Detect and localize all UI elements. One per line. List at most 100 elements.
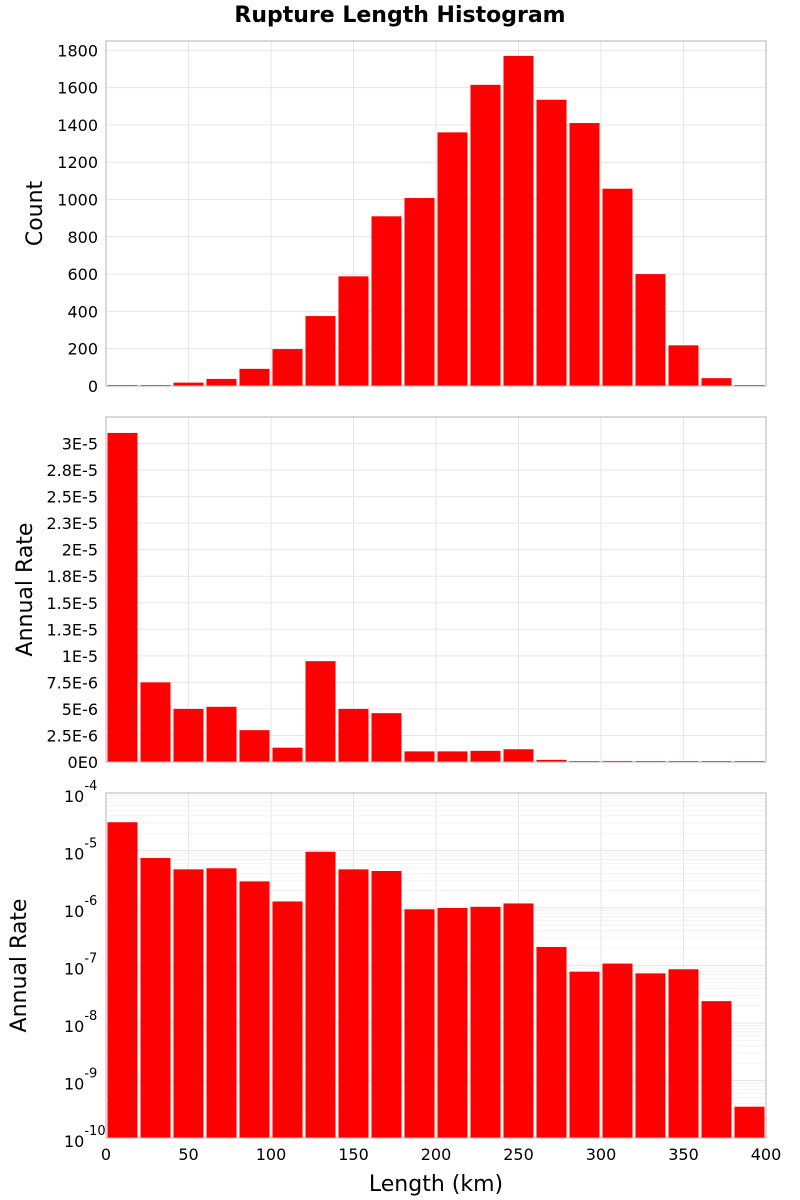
histogram-bar (668, 969, 699, 1138)
y-tick-label: 10-6 (64, 894, 97, 921)
x-tick-label: 50 (178, 1145, 198, 1164)
y-tick-label: 10-5 (64, 837, 97, 864)
x-tick-label: 150 (338, 1145, 369, 1164)
histogram-bar (503, 749, 534, 762)
histogram-bar (272, 747, 303, 762)
y-axis-label: Count (23, 180, 48, 246)
y-tick-label: 7.5E-6 (46, 673, 98, 692)
histogram-bar (536, 99, 567, 387)
panel-count: 0 200 400 600 800 1000 1200 1400 1600 1800 Count (23, 40, 767, 396)
histogram-bar (140, 858, 171, 1138)
histogram-bar (338, 708, 369, 762)
histogram-bar (272, 349, 303, 386)
y-tick-label: 1800 (57, 41, 98, 60)
y-tick-label: 2.5E-6 (46, 726, 98, 745)
histogram-bar (305, 851, 336, 1138)
y-tick-label: 200 (67, 340, 98, 359)
plot-frame (105, 416, 767, 763)
histogram-bar (734, 1106, 765, 1138)
y-tick-label: 1.5E-5 (46, 594, 98, 613)
histogram-bar (338, 276, 369, 386)
x-tick-label: 100 (256, 1145, 287, 1164)
x-axis-label: Length (km) (369, 1172, 503, 1197)
y-tick-label: 400 (67, 302, 98, 321)
histogram-bar (536, 946, 567, 1138)
histogram-bar (437, 132, 468, 386)
histogram-bar (338, 869, 369, 1138)
y-tick-label: 3E-5 (62, 435, 98, 454)
y-tick-label: 2E-5 (62, 541, 98, 560)
histogram-bar (470, 906, 501, 1138)
x-tick-label: 0 (101, 1145, 111, 1164)
y-tick-label: 1.3E-5 (46, 620, 98, 639)
histogram-bar (107, 822, 138, 1138)
chart-title: Rupture Length Histogram (234, 3, 565, 28)
histogram-bar (206, 378, 237, 386)
histogram-bar (404, 198, 435, 386)
y-tick-label: 5E-6 (62, 700, 98, 719)
histogram-bar (503, 903, 534, 1138)
histogram-bar (173, 869, 204, 1138)
histogram-bar (239, 730, 270, 762)
histogram-bar (635, 274, 666, 386)
histogram-bar (272, 901, 303, 1138)
y-tick-label: 1200 (57, 153, 98, 172)
histogram-bar (470, 750, 501, 762)
x-tick-label: 300 (586, 1145, 617, 1164)
histogram-bar (569, 123, 600, 387)
y-tick-label: 10-8 (64, 1009, 97, 1036)
histogram-bar (239, 368, 270, 386)
histogram-bar (173, 708, 204, 762)
histogram-bar (437, 751, 468, 762)
y-tick-label: 10-7 (64, 952, 97, 979)
y-tick-label: 600 (67, 265, 98, 284)
y-tick-label: 2.8E-5 (46, 461, 98, 480)
histogram-bar (371, 216, 402, 386)
panel-rate-linear: 0E0 2.5E-6 5E-6 7.5E-6 1E-5 1.3E-5 1.5E-5 1.8E-… (13, 416, 767, 772)
histogram-bar (305, 661, 336, 762)
histogram-bar (569, 971, 600, 1138)
x-tick-label: 200 (421, 1145, 452, 1164)
histogram-bar (107, 432, 138, 762)
histogram-bar (140, 682, 171, 762)
y-tick-label: 800 (67, 228, 98, 247)
histogram-bar (701, 378, 732, 386)
histogram-bar (602, 760, 633, 762)
histogram-bar (503, 55, 534, 387)
histogram-bar (635, 973, 666, 1138)
y-tick-label: 0E0 (68, 753, 98, 772)
histogram-bar (437, 908, 468, 1138)
panel-rate-log: 10-10 10-9 10-8 10-7 10-6 10-5 10-4 Annual Rate… (7, 779, 781, 1197)
y-axis-label: Annual Rate (7, 899, 32, 1033)
histogram-bar (602, 963, 633, 1138)
histogram-bar (602, 188, 633, 386)
histogram-bar (371, 713, 402, 762)
y-tick-label: 1600 (57, 79, 98, 98)
histogram-bar (470, 84, 501, 386)
histogram-bar (239, 881, 270, 1138)
y-tick-label: 2.5E-5 (46, 488, 98, 507)
plot-frame (105, 792, 767, 1139)
y-tick-label: 1400 (57, 116, 98, 135)
histogram-bar (206, 706, 237, 762)
histogram-bar (305, 316, 336, 386)
y-tick-label: 0 (88, 377, 98, 396)
y-tick-label: 1.8E-5 (46, 567, 98, 586)
histogram-bar (701, 1001, 732, 1138)
x-tick-label: 400 (751, 1145, 782, 1164)
histogram-bar (668, 345, 699, 386)
y-tick-label: 2.3E-5 (46, 514, 98, 533)
histogram-bar (173, 382, 204, 386)
y-tick-label: 1E-5 (62, 647, 98, 666)
histogram-bar (404, 751, 435, 762)
plot-frame (105, 40, 767, 387)
y-tick-label: 10-4 (64, 779, 97, 806)
y-tick-label: 10-10 (64, 1124, 106, 1151)
x-tick-label: 350 (668, 1145, 699, 1164)
y-tick-label: 10-9 (64, 1067, 97, 1094)
x-tick-label: 250 (503, 1145, 534, 1164)
histogram-bar (536, 759, 567, 762)
histogram-bar (206, 868, 237, 1138)
histogram-bar (404, 909, 435, 1138)
